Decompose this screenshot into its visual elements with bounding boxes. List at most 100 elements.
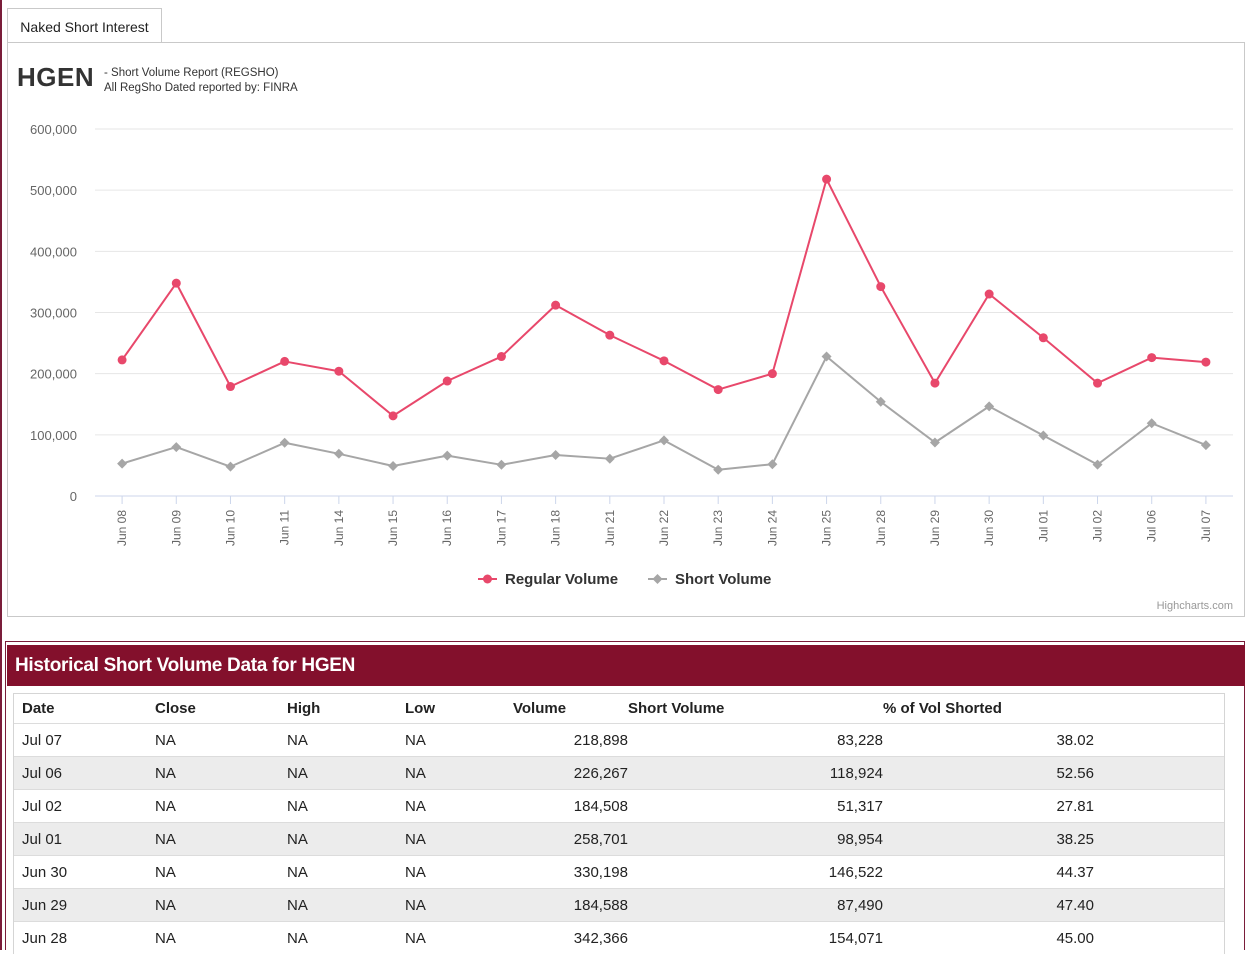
- close-cell: NA: [155, 724, 287, 757]
- regular-volume-point: [443, 377, 452, 386]
- tab-naked-short-interest[interactable]: Naked Short Interest: [7, 8, 162, 42]
- x-tick-label: Jul 06: [1145, 510, 1159, 542]
- regular-volume-point: [768, 369, 777, 378]
- x-tick-label: Jul 07: [1199, 510, 1213, 542]
- low-cell: NA: [405, 922, 513, 954]
- x-tick-label: Jun 29: [928, 510, 942, 546]
- y-tick-label: 500,000: [30, 183, 77, 198]
- x-tick-label: Jun 30: [982, 510, 996, 546]
- short-volume-chart: 0100,000200,000300,000400,000500,000600,…: [0, 0, 1248, 620]
- date-cell: Jun 28: [14, 922, 155, 954]
- low-cell: NA: [405, 856, 513, 889]
- low-cell: NA: [405, 823, 513, 856]
- volume-cell: 258,701: [513, 823, 628, 856]
- x-tick-label: Jun 08: [115, 510, 129, 546]
- col-high: High: [287, 694, 405, 724]
- x-tick-label: Jun 16: [440, 510, 454, 546]
- short-volume-cell: 118,924: [628, 757, 883, 790]
- historical-table-wrapper: Date Close High Low Volume Short Volume …: [13, 693, 1225, 954]
- regular-volume-point: [660, 356, 669, 365]
- regular-volume-line: [122, 179, 1206, 416]
- pct-shorted-cell: 47.40: [883, 889, 1224, 922]
- short-volume-point: [388, 461, 398, 471]
- regular-volume-point: [389, 411, 398, 420]
- high-cell: NA: [287, 823, 405, 856]
- short-volume-cell: 154,071: [628, 922, 883, 954]
- historical-table: Date Close High Low Volume Short Volume …: [14, 694, 1224, 954]
- short-volume-point: [551, 450, 561, 460]
- y-tick-label: 200,000: [30, 367, 77, 382]
- y-tick-label: 100,000: [30, 428, 77, 443]
- col-close: Close: [155, 694, 287, 724]
- volume-cell: 226,267: [513, 757, 628, 790]
- regular-volume-point: [334, 367, 343, 376]
- regular-volume-point: [1093, 379, 1102, 388]
- close-cell: NA: [155, 823, 287, 856]
- low-cell: NA: [405, 724, 513, 757]
- close-cell: NA: [155, 757, 287, 790]
- short-volume-point: [767, 459, 777, 469]
- high-cell: NA: [287, 856, 405, 889]
- legend-circle-icon: [483, 575, 492, 584]
- col-volume: Volume: [513, 694, 628, 724]
- low-cell: NA: [405, 790, 513, 823]
- regular-volume-point: [1147, 353, 1156, 362]
- pct-shorted-cell: 52.56: [883, 757, 1224, 790]
- x-tick-label: Jun 15: [386, 510, 400, 546]
- col-short-volume: Short Volume: [628, 694, 883, 724]
- date-cell: Jul 07: [14, 724, 155, 757]
- short-volume-cell: 146,522: [628, 856, 883, 889]
- highcharts-credits[interactable]: Highcharts.com: [1157, 600, 1233, 612]
- date-cell: Jun 29: [14, 889, 155, 922]
- high-cell: NA: [287, 724, 405, 757]
- short-volume-cell: 51,317: [628, 790, 883, 823]
- high-cell: NA: [287, 790, 405, 823]
- x-tick-label: Jun 18: [549, 510, 563, 546]
- y-tick-label: 600,000: [30, 122, 77, 137]
- legend-item-short-volume[interactable]: Short Volume: [648, 571, 771, 588]
- historical-title: Historical Short Volume Data for HGEN: [7, 645, 1245, 686]
- x-tick-label: Jun 11: [278, 510, 292, 545]
- legend-diamond-icon: [653, 574, 663, 584]
- volume-cell: 342,366: [513, 922, 628, 954]
- short-volume-cell: 98,954: [628, 823, 883, 856]
- y-tick-label: 0: [70, 489, 77, 504]
- short-volume-point: [1038, 430, 1048, 440]
- table-header-row: Date Close High Low Volume Short Volume …: [14, 694, 1224, 724]
- regular-volume-point: [985, 290, 994, 299]
- legend-item-regular-volume[interactable]: Regular Volume: [478, 571, 618, 588]
- x-tick-label: Jul 02: [1091, 510, 1105, 542]
- col-low: Low: [405, 694, 513, 724]
- date-cell: Jul 06: [14, 757, 155, 790]
- col-date: Date: [14, 694, 155, 724]
- close-cell: NA: [155, 922, 287, 954]
- short-volume-point: [171, 442, 181, 452]
- short-volume-point: [225, 462, 235, 472]
- date-cell: Jun 30: [14, 856, 155, 889]
- x-tick-label: Jul 01: [1036, 510, 1050, 542]
- x-tick-label: Jun 17: [494, 510, 508, 546]
- volume-cell: 330,198: [513, 856, 628, 889]
- pct-shorted-cell: 38.25: [883, 823, 1224, 856]
- regular-volume-point: [876, 282, 885, 291]
- low-cell: NA: [405, 757, 513, 790]
- regular-volume-point: [1039, 333, 1048, 342]
- close-cell: NA: [155, 856, 287, 889]
- y-tick-label: 300,000: [30, 306, 77, 321]
- high-cell: NA: [287, 757, 405, 790]
- close-cell: NA: [155, 790, 287, 823]
- high-cell: NA: [287, 889, 405, 922]
- volume-cell: 184,588: [513, 889, 628, 922]
- col-pct-shorted: % of Vol Shorted: [883, 694, 1224, 724]
- volume-cell: 218,898: [513, 724, 628, 757]
- x-tick-label: Jun 25: [820, 510, 834, 546]
- regular-volume-point: [714, 385, 723, 394]
- pct-shorted-cell: 45.00: [883, 922, 1224, 954]
- short-volume-point: [713, 465, 723, 475]
